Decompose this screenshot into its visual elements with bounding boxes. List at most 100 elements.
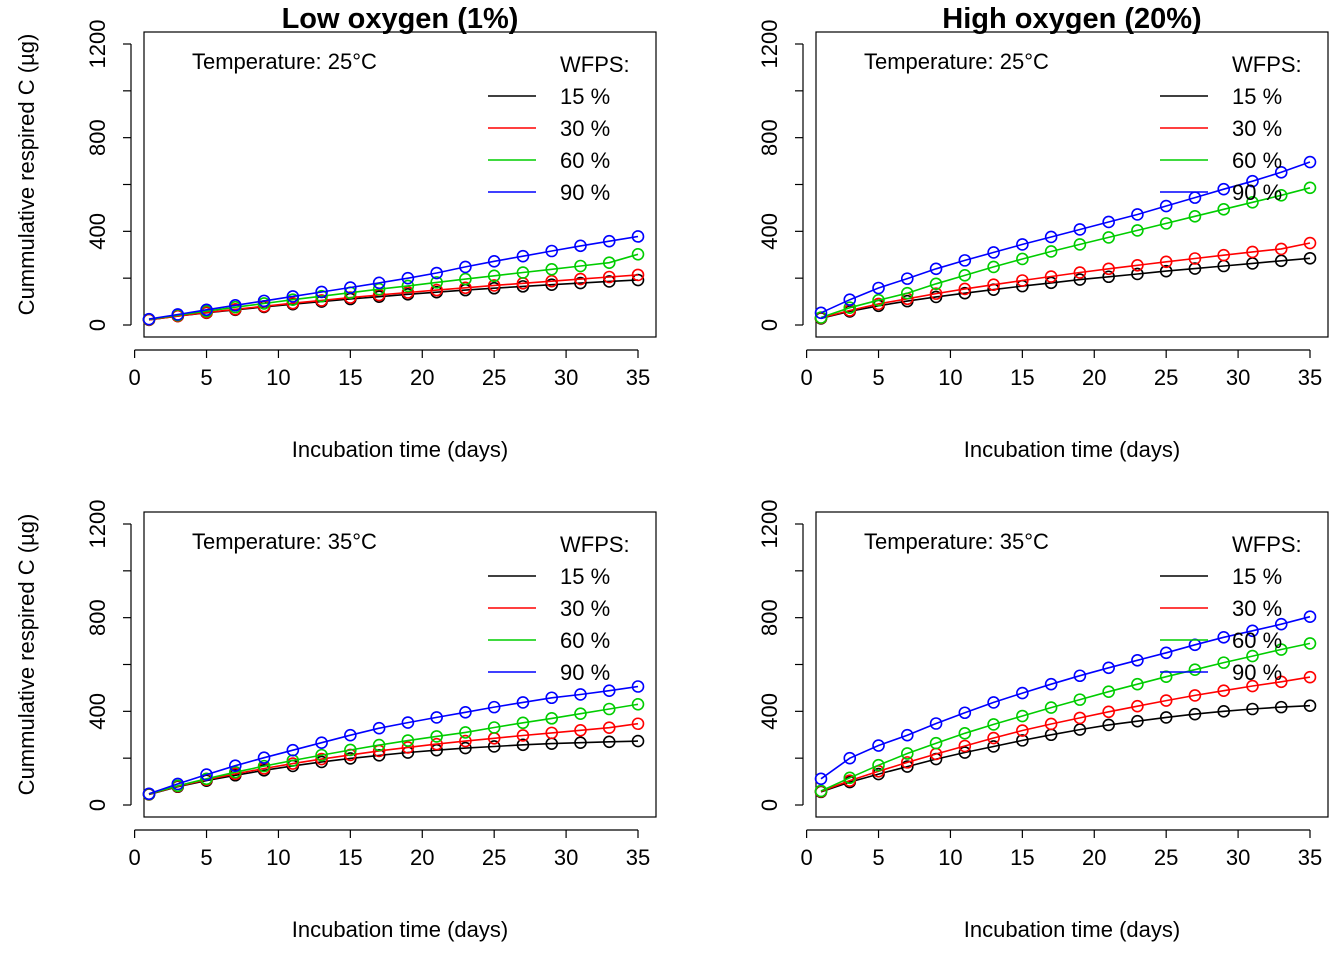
legend-entry: 90 %	[1232, 180, 1282, 205]
temperature-annotation: Temperature: 35°C	[192, 529, 377, 554]
data-point	[1274, 643, 1288, 656]
data-point	[1131, 258, 1144, 272]
data-point	[1217, 684, 1231, 698]
data-point	[372, 738, 386, 752]
data-point	[872, 739, 885, 752]
data-point	[1016, 734, 1029, 747]
y-tick-label: 800	[757, 599, 782, 636]
y-tick-label: 0	[757, 319, 782, 331]
data-point	[574, 736, 587, 750]
data-point	[516, 716, 530, 730]
data-point	[574, 276, 587, 290]
data-point	[1188, 663, 1202, 676]
chart-title: High oxygen (20%)	[942, 3, 1201, 35]
legend-entry: 60 %	[560, 148, 610, 173]
data-point	[1044, 677, 1058, 691]
data-point	[315, 285, 328, 299]
data-point	[1044, 270, 1058, 283]
data-point	[958, 727, 972, 740]
data-point	[1131, 677, 1144, 691]
data-point	[344, 728, 357, 742]
data-point	[1016, 274, 1029, 287]
data-point	[872, 281, 885, 295]
data-point	[631, 247, 645, 261]
data-point	[900, 747, 914, 760]
y-tick-label: 1200	[757, 500, 782, 549]
x-tick-label: 20	[410, 845, 434, 870]
data-point	[1303, 181, 1317, 195]
data-point	[631, 734, 645, 748]
data-point	[1016, 238, 1029, 251]
data-point	[1159, 646, 1173, 660]
data-point	[1073, 711, 1087, 725]
data-point	[171, 777, 185, 791]
y-tick-label: 400	[757, 693, 782, 730]
data-point	[1217, 248, 1231, 262]
data-point	[1016, 252, 1029, 266]
data-point	[958, 282, 972, 296]
data-point	[1131, 653, 1144, 667]
data-point	[1188, 707, 1202, 721]
data-point	[929, 736, 943, 750]
x-tick-label: 0	[128, 365, 140, 390]
data-point	[487, 700, 501, 714]
data-point	[315, 736, 328, 750]
x-tick-label: 0	[128, 845, 140, 870]
data-point	[1303, 610, 1317, 624]
data-point	[900, 286, 914, 300]
data-point	[516, 696, 530, 709]
data-point	[1131, 267, 1144, 281]
data-point	[142, 787, 156, 801]
data-point	[900, 272, 914, 285]
legend-entry: 60 %	[1232, 148, 1282, 173]
data-point	[545, 278, 559, 292]
data-point	[900, 756, 914, 769]
data-point	[1217, 656, 1231, 669]
data-point	[1274, 617, 1288, 631]
data-point	[929, 290, 943, 304]
x-tick-label: 10	[938, 845, 962, 870]
data-point	[929, 717, 943, 730]
data-point	[1217, 203, 1231, 216]
data-point	[1303, 155, 1317, 169]
data-point	[459, 260, 472, 274]
data-point	[1159, 264, 1173, 278]
data-point	[459, 726, 472, 739]
data-point	[631, 680, 645, 693]
data-point	[1274, 242, 1288, 256]
data-point	[430, 266, 443, 280]
legend-entry: 60 %	[1232, 628, 1282, 653]
data-point	[574, 272, 587, 286]
legend-entry: 30 %	[560, 116, 610, 141]
legend-entry: 30 %	[1232, 596, 1282, 621]
data-point	[286, 293, 300, 307]
y-tick-label: 800	[85, 599, 110, 636]
data-point	[257, 759, 271, 773]
legend-entry: 90 %	[1232, 660, 1282, 685]
data-point	[430, 711, 443, 724]
temperature-annotation: Temperature: 25°C	[192, 49, 377, 74]
data-point	[1188, 252, 1202, 265]
x-tick-label: 35	[1298, 365, 1322, 390]
series-line	[148, 253, 639, 321]
series-line	[820, 676, 1311, 793]
data-point	[315, 294, 328, 307]
data-point	[574, 688, 587, 701]
data-point	[987, 246, 1000, 259]
data-point	[872, 293, 885, 307]
data-point	[987, 740, 1000, 753]
data-point	[602, 234, 616, 248]
data-point	[1159, 694, 1173, 707]
temperature-annotation: Temperature: 25°C	[864, 49, 1049, 74]
data-point	[1159, 670, 1173, 683]
data-point	[1303, 236, 1317, 250]
data-point	[401, 741, 415, 754]
data-point	[430, 276, 443, 289]
data-point	[1246, 195, 1259, 209]
legend-title: WFPS:	[560, 532, 630, 557]
data-point	[872, 297, 885, 311]
data-point	[1246, 245, 1259, 259]
data-point	[1044, 276, 1058, 290]
x-tick-label: 25	[482, 365, 506, 390]
data-point	[487, 255, 501, 268]
